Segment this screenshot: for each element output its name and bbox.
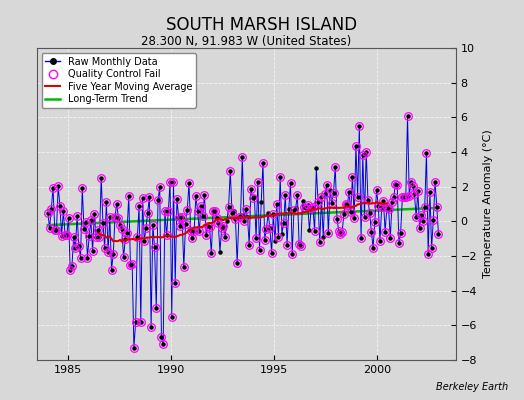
Legend: Raw Monthly Data, Quality Control Fail, Five Year Moving Average, Long-Term Tren: Raw Monthly Data, Quality Control Fail, … [41,53,196,108]
Text: Berkeley Earth: Berkeley Earth [436,382,508,392]
Y-axis label: Temperature Anomaly (°C): Temperature Anomaly (°C) [483,130,493,278]
Title: 28.300 N, 91.983 W (United States): 28.300 N, 91.983 W (United States) [141,35,352,48]
Text: SOUTH MARSH ISLAND: SOUTH MARSH ISLAND [167,16,357,34]
